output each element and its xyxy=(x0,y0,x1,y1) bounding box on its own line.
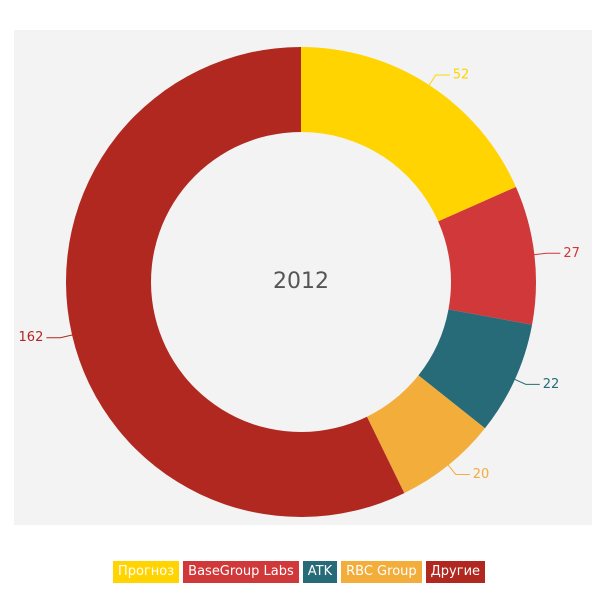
donut-slice xyxy=(65,47,405,517)
center-label: 2012 xyxy=(273,269,329,294)
leader-line xyxy=(529,252,561,256)
legend-item: BaseGroup Labs xyxy=(183,561,299,583)
legend-item: ATK xyxy=(302,561,338,583)
leader-line xyxy=(46,333,78,339)
value-label: 20 xyxy=(473,467,490,482)
leader-line xyxy=(426,74,450,90)
donut-slice xyxy=(418,309,533,429)
donut-slice xyxy=(366,375,485,494)
legend: Прогноз BaseGroup Labs ATK RBC Group Другие xyxy=(0,561,598,583)
value-label: 162 xyxy=(19,330,44,345)
donut-slice xyxy=(438,186,536,325)
value-label: 27 xyxy=(563,246,580,261)
value-label: 22 xyxy=(543,377,560,392)
donut-slice xyxy=(301,47,516,222)
leader-line xyxy=(444,460,470,475)
legend-item: Другие xyxy=(425,561,486,583)
leader-line xyxy=(510,376,540,385)
legend-item: RBC Group xyxy=(341,561,422,583)
legend-item: Прогноз xyxy=(112,561,180,583)
value-label: 52 xyxy=(453,68,470,83)
